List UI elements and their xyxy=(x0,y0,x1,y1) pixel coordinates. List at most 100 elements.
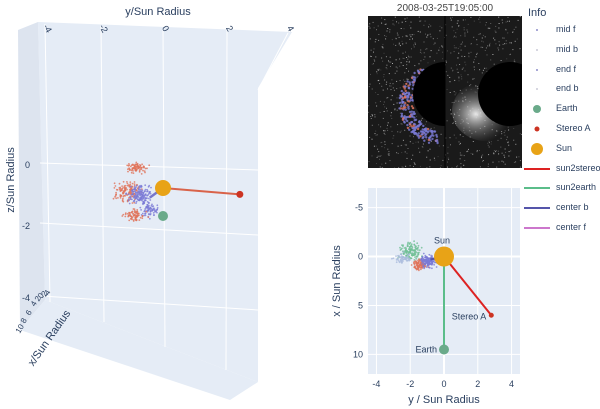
cloud-point-2d xyxy=(404,256,406,259)
cloud-point-2d xyxy=(433,263,435,266)
cloud-point xyxy=(131,195,133,198)
cloud-point xyxy=(129,198,132,200)
coronagraph-noise xyxy=(449,92,451,93)
coronagraph-noise xyxy=(484,67,486,69)
coronagraph-noise xyxy=(404,101,406,103)
cloud-point xyxy=(141,196,143,199)
coronagraph-noise xyxy=(424,56,426,58)
coronagraph-noise xyxy=(371,56,372,57)
legend-item-sun2stereo[interactable]: sun2stereo xyxy=(522,159,600,179)
stereo-a-label: Stereo A xyxy=(452,311,487,321)
y-axis-title-3d: y/Sun Radius xyxy=(125,6,191,18)
coronagraph-noise xyxy=(384,141,386,143)
coronagraph-noise xyxy=(381,85,383,87)
coronagraph-noise xyxy=(476,150,478,152)
coronagraph-noise xyxy=(439,47,440,49)
cloud-point-2d xyxy=(405,256,408,259)
coronagraph-noise xyxy=(385,38,387,40)
cloud-point-2d xyxy=(412,254,415,257)
coronagraph-noise xyxy=(375,102,377,104)
coronagraph-noise xyxy=(480,46,482,48)
coronagraph-noise xyxy=(384,133,386,135)
coronagraph-noise xyxy=(513,31,514,33)
coronagraph-noise xyxy=(383,76,385,78)
coronagraph-noise xyxy=(404,18,406,20)
coronagraph-noise xyxy=(510,150,512,152)
coronagraph-noise xyxy=(442,51,444,53)
legend-item-center-f[interactable]: center f xyxy=(522,218,600,238)
legend-item-center-b[interactable]: center b xyxy=(522,198,600,218)
cloud-point xyxy=(152,212,155,214)
coronagraph-noise xyxy=(472,141,474,142)
coronagraph-overlay-point xyxy=(406,96,410,99)
coronagraph-noise xyxy=(381,141,383,143)
coronagraph-noise xyxy=(405,35,407,37)
cloud-point xyxy=(129,195,132,198)
coronagraph-noise xyxy=(458,52,460,54)
coronagraph-noise xyxy=(430,50,432,52)
coronagraph-noise xyxy=(417,141,419,143)
cloud-point xyxy=(145,210,148,213)
cloud-point-2d xyxy=(415,268,418,271)
cloud-point xyxy=(126,182,129,185)
coronagraph-noise xyxy=(417,30,419,32)
coronagraph-noise xyxy=(461,55,463,57)
coronagraph-noise xyxy=(456,165,458,167)
legend-marker-symbol xyxy=(531,142,543,155)
coronagraph-overlay-point xyxy=(409,96,412,99)
coronagraph-noise xyxy=(484,50,486,51)
scene-gridlines xyxy=(39,23,289,371)
cloud-point xyxy=(149,191,151,193)
top-down-plot[interactable]: -4 -2 0 2 4 -5 0 5 10 y / Sun Radius x / Sun Rad… xyxy=(324,184,524,409)
cloud-point-2d xyxy=(425,258,428,261)
cloud-point-2d xyxy=(418,258,420,261)
coronagraph-noise xyxy=(463,27,465,29)
ejecta-point-cloud xyxy=(112,161,159,222)
cloud-point-2d xyxy=(408,248,410,250)
coronagraph-noise xyxy=(401,152,403,154)
coronagraph-noise xyxy=(410,27,412,29)
legend-item-mid-f[interactable]: mid f xyxy=(522,20,600,40)
coronagraph-noise xyxy=(403,28,405,30)
coronagraph-noise xyxy=(442,159,444,161)
coronagraph-noise xyxy=(386,81,388,83)
legend-item-mid-b[interactable]: mid b xyxy=(522,40,600,60)
coronagraph-noise xyxy=(457,57,459,59)
cloud-point-2d xyxy=(406,255,409,257)
coronagraph-noise xyxy=(399,131,401,133)
coronagraph-noise xyxy=(372,114,374,116)
coronagraph-noise xyxy=(379,111,381,113)
coronagraph-noise xyxy=(421,146,423,148)
coronagraph-noise xyxy=(453,36,455,38)
coronagraph-noise xyxy=(497,150,499,152)
coronagraph-noise xyxy=(388,151,390,153)
cloud-point-2d xyxy=(405,259,408,262)
coronagraph-overlay-point xyxy=(407,91,411,95)
legend-item-sun2earth[interactable]: sun2earth xyxy=(522,178,600,198)
legend-item-end-b[interactable]: end b xyxy=(522,79,600,99)
cloud-point-2d xyxy=(414,250,417,252)
cloud-point xyxy=(140,184,142,187)
cloud-point xyxy=(141,212,144,215)
legend-item-sun[interactable]: Sun xyxy=(522,139,600,159)
coronagraph-noise xyxy=(387,122,389,124)
coronagraph-noise xyxy=(418,147,420,149)
coronagraph-noise xyxy=(470,43,472,45)
cloud-point xyxy=(115,197,118,200)
coronagraph-noise xyxy=(494,39,496,41)
coronagraph-noise xyxy=(451,26,453,28)
coronagraph-noise xyxy=(410,36,412,38)
legend-item-end-f[interactable]: end f xyxy=(522,60,600,80)
cloud-point xyxy=(130,169,133,172)
legend-item-earth[interactable]: Earth xyxy=(522,99,600,119)
coronagraph-noise xyxy=(386,68,388,70)
y-tick-2d: 10 xyxy=(353,349,363,359)
coronagraph-noise xyxy=(492,54,494,55)
cloud-point xyxy=(118,188,121,191)
scene-3d-plot[interactable]: y/Sun Radius z/Sun Radius x/Sun Radius -… xyxy=(0,0,330,409)
coronagraph-noise xyxy=(503,37,505,39)
legend-item-stereo-a[interactable]: Stereo A xyxy=(522,119,600,139)
cloud-point xyxy=(153,208,156,211)
coronagraph-noise xyxy=(456,22,458,24)
coronagraph-noise xyxy=(393,24,395,26)
